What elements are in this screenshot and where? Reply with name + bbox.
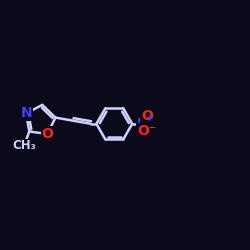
Text: N: N	[137, 117, 148, 131]
Text: O⁻: O⁻	[137, 124, 156, 138]
Text: CH₃: CH₃	[12, 139, 36, 152]
Text: +: +	[146, 112, 154, 122]
Text: O: O	[141, 110, 153, 124]
Text: N: N	[20, 106, 32, 120]
Text: O: O	[42, 127, 53, 141]
